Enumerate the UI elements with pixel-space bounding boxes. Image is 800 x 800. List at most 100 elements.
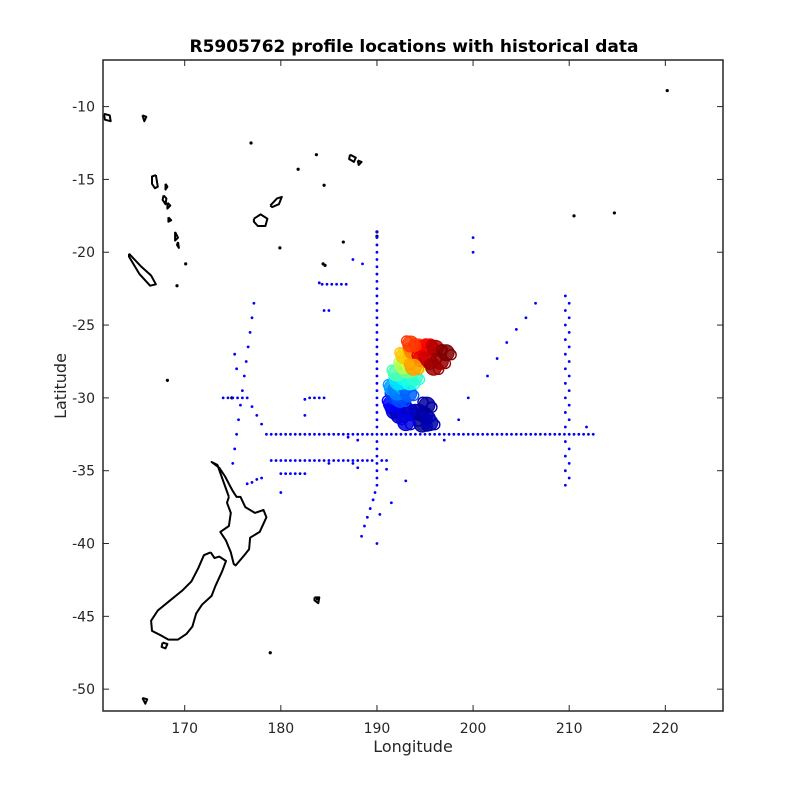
- coastline: [141, 696, 149, 705]
- historical-point: [373, 491, 377, 494]
- historical-point: [466, 432, 470, 436]
- historical-point: [327, 462, 331, 465]
- island-marker: [296, 167, 300, 171]
- historical-point: [534, 301, 537, 305]
- historical-point: [337, 432, 340, 436]
- historical-point: [394, 432, 398, 436]
- historical-point: [322, 459, 326, 462]
- historical-point: [322, 396, 326, 400]
- historical-point: [255, 413, 259, 417]
- historical-point: [320, 282, 324, 286]
- historical-point: [567, 476, 571, 480]
- historical-point: [308, 432, 312, 436]
- historical-point: [335, 282, 338, 286]
- historical-point: [346, 432, 350, 436]
- historical-point: [380, 459, 384, 462]
- historical-point: [363, 524, 366, 528]
- profile-point: [396, 413, 417, 432]
- historical-point: [351, 462, 355, 465]
- historical-point: [375, 309, 379, 312]
- historical-point: [332, 459, 336, 462]
- y-tick-label: -30: [72, 391, 95, 407]
- historical-point: [239, 403, 242, 407]
- y-tick-label: -40: [72, 537, 95, 553]
- historical-point: [330, 282, 334, 286]
- historical-point: [404, 432, 408, 436]
- historical-point: [375, 352, 379, 356]
- historical-point: [250, 405, 254, 409]
- historical-point: [567, 462, 571, 465]
- y-tick-label: -35: [72, 464, 95, 480]
- historical-point: [361, 459, 364, 462]
- profile-point: [400, 335, 422, 353]
- historical-point: [341, 432, 345, 436]
- historical-point: [567, 432, 571, 436]
- historical-point: [414, 432, 417, 436]
- historical-point: [375, 294, 379, 298]
- historical-point: [481, 432, 485, 436]
- historical-point: [269, 459, 273, 462]
- y-tick-label: -45: [72, 609, 95, 625]
- historical-point: [471, 250, 475, 254]
- historical-point: [567, 403, 571, 407]
- historical-point: [495, 357, 499, 360]
- historical-point: [563, 454, 567, 458]
- historical-point: [375, 279, 379, 283]
- y-tick-label: -10: [72, 100, 95, 116]
- historical-point: [375, 425, 379, 429]
- historical-point: [351, 432, 355, 436]
- historical-point: [360, 534, 363, 538]
- historical-point: [289, 459, 292, 462]
- x-tick-label: 170: [171, 721, 198, 737]
- historical-point: [244, 360, 248, 363]
- historical-point: [308, 459, 312, 462]
- historical-point: [370, 432, 374, 436]
- historical-point: [563, 483, 567, 487]
- historical-point: [235, 432, 239, 436]
- historical-point: [378, 512, 382, 516]
- coastline: [356, 159, 363, 166]
- historical-point: [418, 432, 422, 436]
- historical-point: [380, 432, 384, 436]
- historical-point: [339, 282, 343, 286]
- historical-point: [572, 432, 576, 436]
- historical-point: [246, 345, 250, 349]
- historical-point: [375, 272, 379, 276]
- historical-point: [313, 432, 316, 436]
- historical-point: [563, 411, 567, 414]
- historical-point: [274, 432, 278, 436]
- historical-point: [375, 403, 379, 407]
- historical-point: [289, 432, 292, 436]
- coastline: [141, 114, 148, 123]
- historical-point: [356, 466, 360, 470]
- historical-point: [375, 454, 379, 458]
- historical-point: [255, 478, 259, 481]
- chart-title: R5905762 profile locations with historic…: [189, 37, 638, 57]
- island-marker: [612, 211, 616, 215]
- historical-point: [371, 498, 375, 502]
- historical-point: [466, 396, 470, 400]
- historical-point: [274, 459, 278, 462]
- historical-point: [252, 301, 256, 305]
- historical-point: [563, 323, 567, 327]
- historical-point: [476, 432, 480, 436]
- historical-point: [279, 459, 283, 462]
- coastline: [128, 253, 157, 287]
- historical-point: [303, 472, 307, 476]
- historical-point: [361, 262, 364, 266]
- historical-point: [510, 432, 513, 436]
- historical-point: [279, 432, 283, 436]
- historical-point: [375, 316, 379, 320]
- historical-point: [293, 459, 297, 462]
- historical-point: [375, 381, 379, 385]
- historical-point: [375, 396, 379, 400]
- historical-point: [423, 432, 427, 436]
- historical-point: [375, 330, 379, 334]
- historical-point: [375, 476, 379, 480]
- coastline-layer: [103, 88, 669, 705]
- island-marker: [249, 141, 253, 145]
- historical-point: [231, 462, 235, 465]
- historical-point: [375, 374, 379, 378]
- historical-point: [327, 459, 331, 462]
- historical-point: [221, 396, 225, 400]
